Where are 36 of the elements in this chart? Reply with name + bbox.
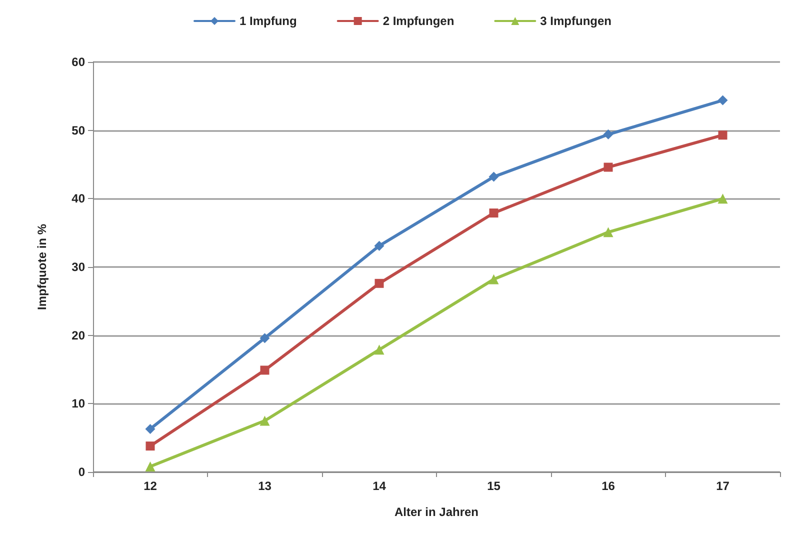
point xyxy=(146,442,155,451)
point xyxy=(603,129,614,140)
x-tick-label: 17 xyxy=(716,479,730,493)
point xyxy=(488,274,499,284)
point xyxy=(718,95,728,106)
x-tick-label: 12 xyxy=(144,479,158,493)
point xyxy=(718,130,728,140)
y-tick-label: 20 xyxy=(72,328,86,342)
legend-label: 1 Impfung xyxy=(240,14,297,28)
y-tick-label: 60 xyxy=(72,55,86,69)
point xyxy=(489,208,498,218)
point xyxy=(145,462,156,472)
point xyxy=(260,366,270,375)
point xyxy=(145,424,156,434)
point xyxy=(374,240,384,251)
point xyxy=(718,194,728,204)
point xyxy=(374,344,384,355)
y-axis-title: Impfquote in % xyxy=(35,224,49,310)
x-tick-label: 13 xyxy=(258,479,272,493)
point xyxy=(604,162,613,172)
x-tick-label: 14 xyxy=(372,479,386,493)
y-tick-label: 50 xyxy=(72,123,86,138)
y-tick-label: 40 xyxy=(72,192,86,206)
x-tick-label: 16 xyxy=(602,479,616,493)
y-tick-label: 10 xyxy=(72,396,86,411)
point xyxy=(260,416,270,426)
legend-label: 3 Impfungen xyxy=(540,14,612,28)
point xyxy=(374,278,384,288)
y-tick-label: 30 xyxy=(72,260,86,274)
point xyxy=(260,333,270,344)
point xyxy=(488,172,499,182)
point xyxy=(603,227,614,238)
legend-label: 2 Impfungen xyxy=(382,14,454,28)
x-tick-label: 15 xyxy=(487,479,501,493)
y-tick-label: 0 xyxy=(78,465,86,479)
x-axis-title: Alter in Jahren xyxy=(394,505,479,519)
